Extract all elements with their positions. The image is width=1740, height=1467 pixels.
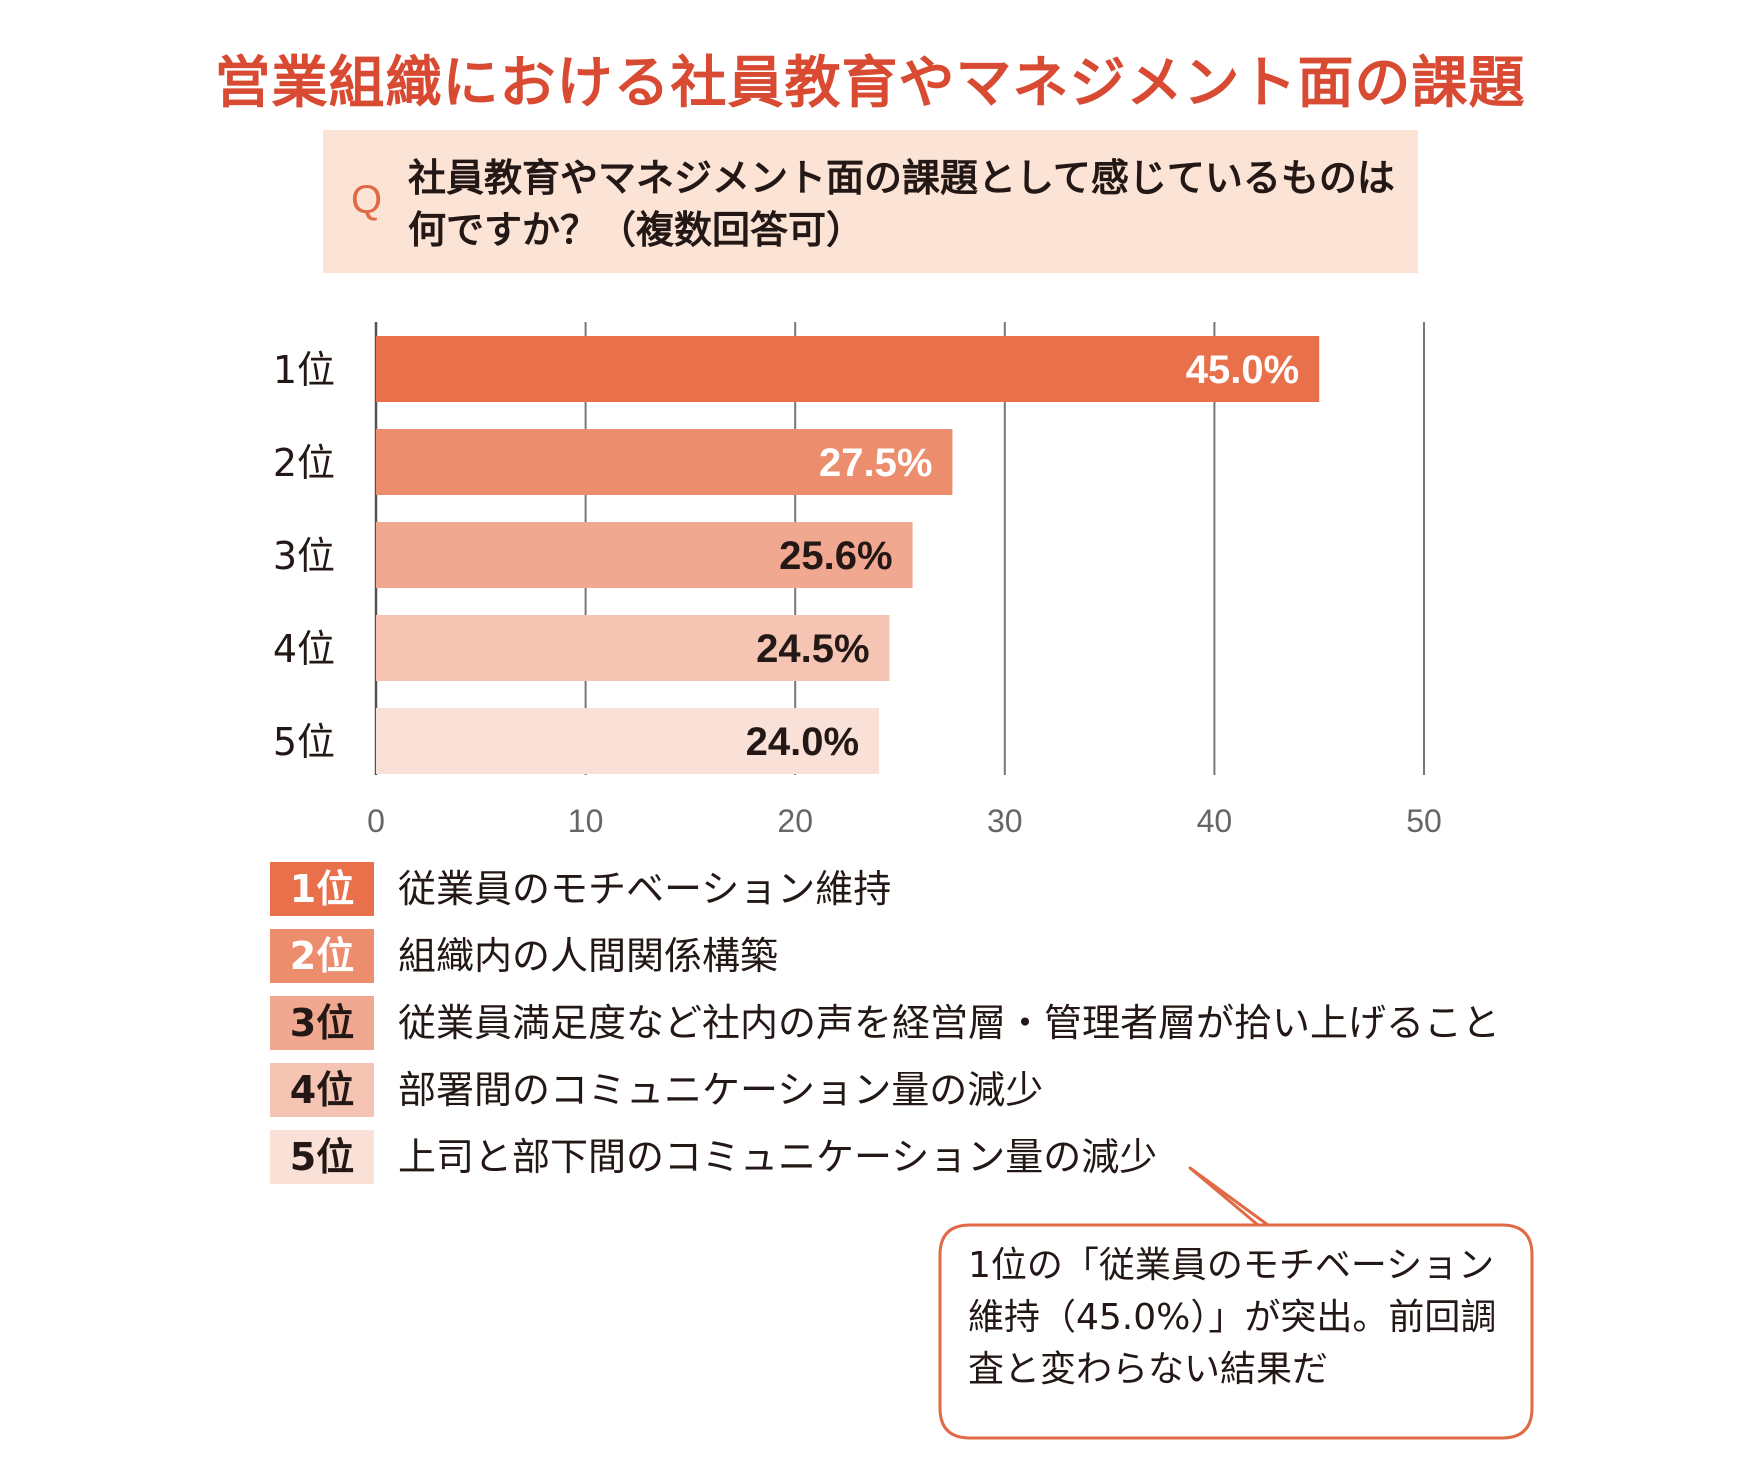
bar-value-label: 25.6% xyxy=(779,534,892,578)
category-label: 3位 xyxy=(273,534,335,578)
category-label: 5位 xyxy=(273,720,335,764)
question-line-2: 何ですか？（複数回答可） xyxy=(408,208,865,252)
bars xyxy=(376,336,1320,774)
legend-item-text: 組織内の人間関係構築 xyxy=(398,934,779,978)
category-label: 4位 xyxy=(273,627,335,671)
bar xyxy=(376,708,880,774)
labels: 0 10 20 30 40 50 45.0% 1位 27.5% 2位 25.6% 3位 24.5% 4位 2… xyxy=(273,348,1442,839)
bar-value-label: 27.5% xyxy=(819,441,932,485)
legend-rank-badge: 5位 xyxy=(270,1130,374,1184)
callout-line-3: 査と変わらない結果だ xyxy=(968,1349,1329,1390)
callout-bubble xyxy=(938,1166,1534,1440)
legend-rank-badge: 1位 xyxy=(270,862,374,916)
category-label: 2位 xyxy=(273,441,335,485)
bar xyxy=(376,429,953,495)
x-tick-label: 20 xyxy=(777,803,813,839)
legend-rank-badge: 4位 xyxy=(270,1063,374,1117)
legend-item-text: 従業員満足度など社内の声を経営層・管理者層が拾い上げること xyxy=(398,1001,1501,1045)
legend-item-text: 上司と部下間のコミュニケーション量の減少 xyxy=(398,1135,1158,1179)
x-tick-label: 0 xyxy=(367,803,385,839)
question-line-1: 社員教育やマネジメント面の課題として感じているものは xyxy=(408,156,1395,200)
bar xyxy=(376,615,890,681)
bar xyxy=(376,522,913,588)
category-label: 1位 xyxy=(273,348,335,392)
question-mark: Q xyxy=(351,178,383,222)
legend-rank-badge: 3位 xyxy=(270,996,374,1050)
bar-value-label: 24.0% xyxy=(746,720,859,764)
callout-line-1: 1位の「従業員のモチベーション xyxy=(968,1245,1495,1286)
callout-line-2: 維持（45.0%）」が突出。前回調 xyxy=(968,1297,1497,1338)
x-tick-label: 40 xyxy=(1197,803,1233,839)
question-box: Q 社員教育やマネジメント面の課題として感じているものは 何ですか？（複数回答可… xyxy=(323,130,1418,273)
legend-rank-badge: 2位 xyxy=(270,929,374,983)
chart-title: 営業組織における社員教育やマネジメント面の課題 xyxy=(214,51,1526,116)
x-tick-label: 10 xyxy=(568,803,604,839)
x-tick-label: 30 xyxy=(987,803,1023,839)
callout-text: 1位の「従業員のモチベーション 維持（45.0%）」が突出。前回調 査と変わらな… xyxy=(968,1240,1528,1396)
legend-item-text: 部署間のコミュニケーション量の減少 xyxy=(398,1068,1044,1112)
x-tick-label: 50 xyxy=(1406,803,1442,839)
bar xyxy=(376,336,1320,402)
bar-value-label: 24.5% xyxy=(756,627,869,671)
question-text: 社員教育やマネジメント面の課題として感じているものは 何ですか？（複数回答可） xyxy=(408,152,1395,256)
legend-item-text: 従業員のモチベーション維持 xyxy=(398,867,892,911)
bar-value-label: 45.0% xyxy=(1186,348,1299,392)
